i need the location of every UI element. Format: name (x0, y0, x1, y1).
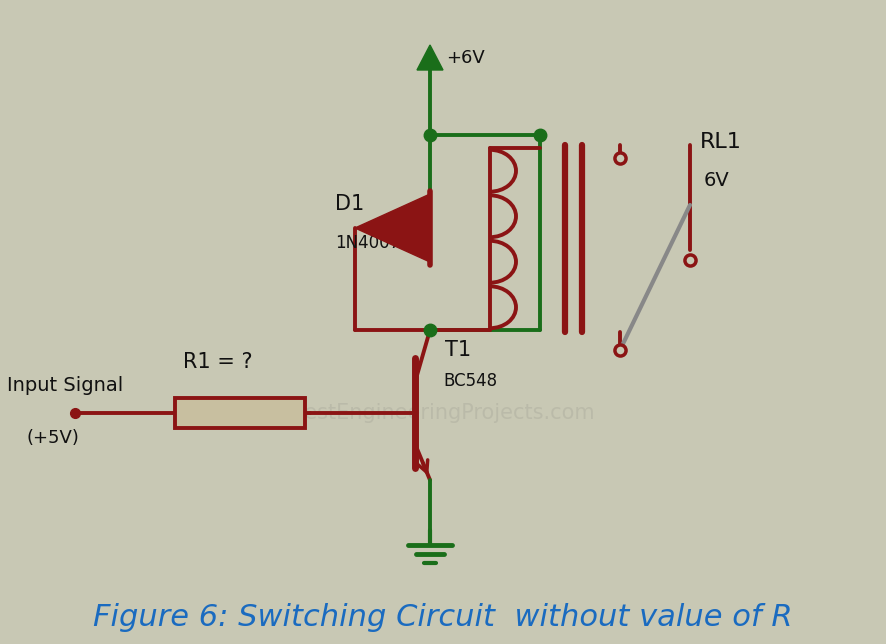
Text: bestEngineeringProjects.com: bestEngineeringProjects.com (291, 403, 595, 423)
Text: D1: D1 (335, 194, 364, 214)
Text: R1 = ?: R1 = ? (183, 352, 253, 372)
Polygon shape (417, 45, 443, 70)
Text: RL1: RL1 (700, 132, 742, 152)
Text: 6V: 6V (704, 171, 730, 190)
FancyBboxPatch shape (175, 398, 305, 428)
Text: Input Signal: Input Signal (7, 376, 123, 395)
Text: Figure 6: Switching Circuit  without value of R: Figure 6: Switching Circuit without valu… (93, 603, 793, 632)
Text: T1: T1 (445, 340, 471, 360)
Text: 1N4007: 1N4007 (335, 234, 400, 252)
Text: +6V: +6V (446, 49, 485, 67)
Text: BC548: BC548 (443, 372, 497, 390)
Text: (+5V): (+5V) (27, 429, 80, 447)
Polygon shape (355, 194, 430, 262)
